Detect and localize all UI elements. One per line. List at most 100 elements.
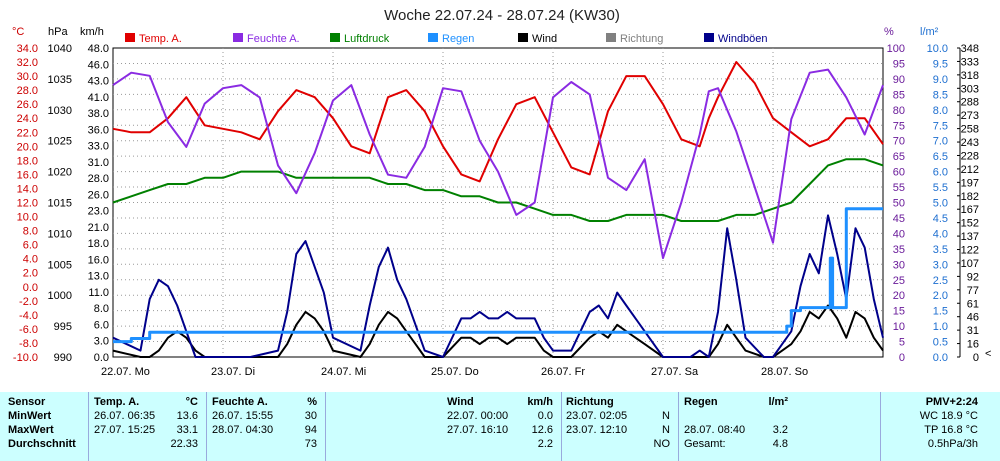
wind-value: 0.0	[537, 410, 553, 422]
wind-time: 27.07. 16:10	[447, 424, 509, 436]
extra-value: TP 16.8 °C	[924, 424, 978, 436]
legend-swatch	[330, 33, 340, 42]
weather-chart: 34.0 32.0 30.0 28.0 26.0 24.0 22.0 20.0 18.0 16.0…	[12, 7, 991, 378]
temp-tick-label: 2.0	[23, 268, 38, 280]
humidity-tick-label: 0	[899, 352, 905, 364]
rain-tick-label: 7.5	[933, 120, 948, 132]
wind-tick-label: 41.0	[88, 92, 109, 104]
series-line-luftdruck	[112, 158, 884, 222]
rain-time: Gesamt:	[684, 438, 726, 450]
direction-tick-label: 167	[961, 204, 979, 216]
direction-value: N	[662, 424, 670, 436]
humidity-tick-label: 75	[893, 120, 905, 132]
direction-time: 23.07. 02:05	[566, 410, 628, 422]
humidity-value: 94	[304, 424, 317, 436]
humidity-tick-label: 20	[893, 290, 905, 302]
temp-value: 22.33	[170, 438, 198, 450]
humidity-tick-label: 65	[893, 151, 905, 163]
temp-time: 26.07. 06:35	[94, 410, 156, 422]
humidity-tick-label: 30	[893, 259, 905, 271]
direction-tick-label: 318	[961, 70, 979, 82]
pressure-tick-label: 1005	[48, 259, 72, 271]
x-day-label: 28.07. So	[761, 366, 808, 378]
rain-tick-label: 0.5	[933, 337, 948, 349]
pmv-header: PMV+2:24	[925, 396, 978, 408]
rain-tick-label: 10.0	[927, 43, 948, 55]
wind-tick-label: 11.0	[88, 287, 109, 299]
pressure-tick-label: 1010	[48, 228, 72, 240]
legend-label: Regen	[442, 33, 474, 45]
wind-tick-label: 23.0	[88, 206, 109, 218]
direction-tick-label: 137	[961, 231, 979, 243]
legend-label: Temp. A.	[139, 33, 182, 45]
humidity-tick-label: 85	[893, 89, 905, 101]
temp-unit-label: °C	[12, 26, 24, 38]
temp-tick-label: 34.0	[17, 43, 38, 55]
wind-tick-label: 21.0	[88, 222, 109, 234]
wind-unit: km/h	[527, 396, 553, 408]
wind-tick-label: 6.0	[94, 319, 109, 331]
direction-tick-label: 92	[967, 271, 979, 283]
rain-tick-label: 3.5	[933, 244, 948, 256]
humidity-value: 73	[304, 438, 317, 450]
rain-tick-label: 4.0	[933, 228, 948, 240]
column-divider	[880, 392, 881, 461]
legend-label: Luftdruck	[344, 33, 390, 45]
humidity-tick-label: 5	[899, 337, 905, 349]
humidity-tick-label: 50	[893, 198, 905, 210]
direction-tick-label: 0	[973, 352, 979, 364]
series-line-temp-a-	[112, 61, 884, 183]
temp-tick-label: 30.0	[17, 71, 38, 83]
direction-header: Richtung	[566, 396, 614, 408]
axes: 34.0 32.0 30.0 28.0 26.0 24.0 22.0 20.0 18.0 16.0…	[12, 26, 991, 378]
pressure-tick-label: 1015	[48, 198, 72, 210]
humidity-tick-label: 90	[893, 74, 905, 86]
column-divider	[88, 392, 89, 461]
rain-tick-label: 7.0	[933, 136, 948, 148]
rain-value: 3.2	[772, 424, 788, 436]
pressure-tick-label: 1035	[48, 74, 72, 86]
direction-tick-label: 152	[961, 218, 979, 230]
rain-tick-label: 2.5	[933, 275, 948, 287]
rain-tick-label: 9.0	[933, 74, 948, 86]
column-divider	[678, 392, 679, 461]
direction-value: NO	[653, 438, 671, 450]
temp-tick-label: 18.0	[17, 155, 38, 167]
rain-tick-label: 9.5	[933, 58, 948, 70]
temp-tick-label: -10.0	[13, 352, 38, 364]
temp-tick-label: 26.0	[17, 99, 38, 111]
legend-label: Richtung	[620, 33, 663, 45]
temp-tick-label: 32.0	[17, 57, 38, 69]
direction-tick-label: 197	[961, 177, 979, 189]
humidity-tick-label: 80	[893, 105, 905, 117]
pressure-tick-label: 995	[54, 321, 72, 333]
direction-tick-label: 107	[961, 258, 979, 270]
pressure-tick-label: 1040	[48, 43, 72, 55]
wind-tick-label: 48.0	[88, 43, 109, 55]
direction-tick-label: 212	[961, 164, 979, 176]
direction-tick-label: 228	[961, 150, 979, 162]
direction-tick-label: 31	[967, 325, 979, 337]
summary-table: Sensor MinWert MaxWert Durchschnitt Temp. A.…	[0, 392, 1000, 461]
x-day-label: 23.07. Di	[211, 366, 255, 378]
series-line-windb-en	[112, 214, 884, 358]
rain-tick-label: 5.5	[933, 182, 948, 194]
rain-value: 4.8	[772, 438, 788, 450]
sensor-row-label: MinWert	[8, 410, 52, 422]
rain-tick-label: 2.0	[933, 290, 948, 302]
temp-tick-label: 12.0	[17, 198, 38, 210]
humidity-tick-label: 10	[893, 321, 905, 333]
wind-time: 22.07. 00:00	[447, 410, 509, 422]
wind-tick-label: 33.0	[88, 141, 109, 153]
wind-unit-label: km/h	[80, 26, 104, 38]
x-day-label: 24.07. Mi	[321, 366, 366, 378]
temp-tick-label: -2.0	[19, 296, 38, 308]
temp-tick-label: 6.0	[23, 240, 38, 252]
wind-tick-label: 38.0	[88, 108, 109, 120]
direction-tick-label: 303	[961, 83, 979, 95]
direction-time: 23.07. 12:10	[566, 424, 628, 436]
temp-tick-label: -8.0	[19, 338, 38, 350]
direction-tick-label: 122	[961, 245, 979, 257]
humidity-tick-label: 40	[893, 228, 905, 240]
humidity-tick-label: 100	[887, 43, 905, 55]
